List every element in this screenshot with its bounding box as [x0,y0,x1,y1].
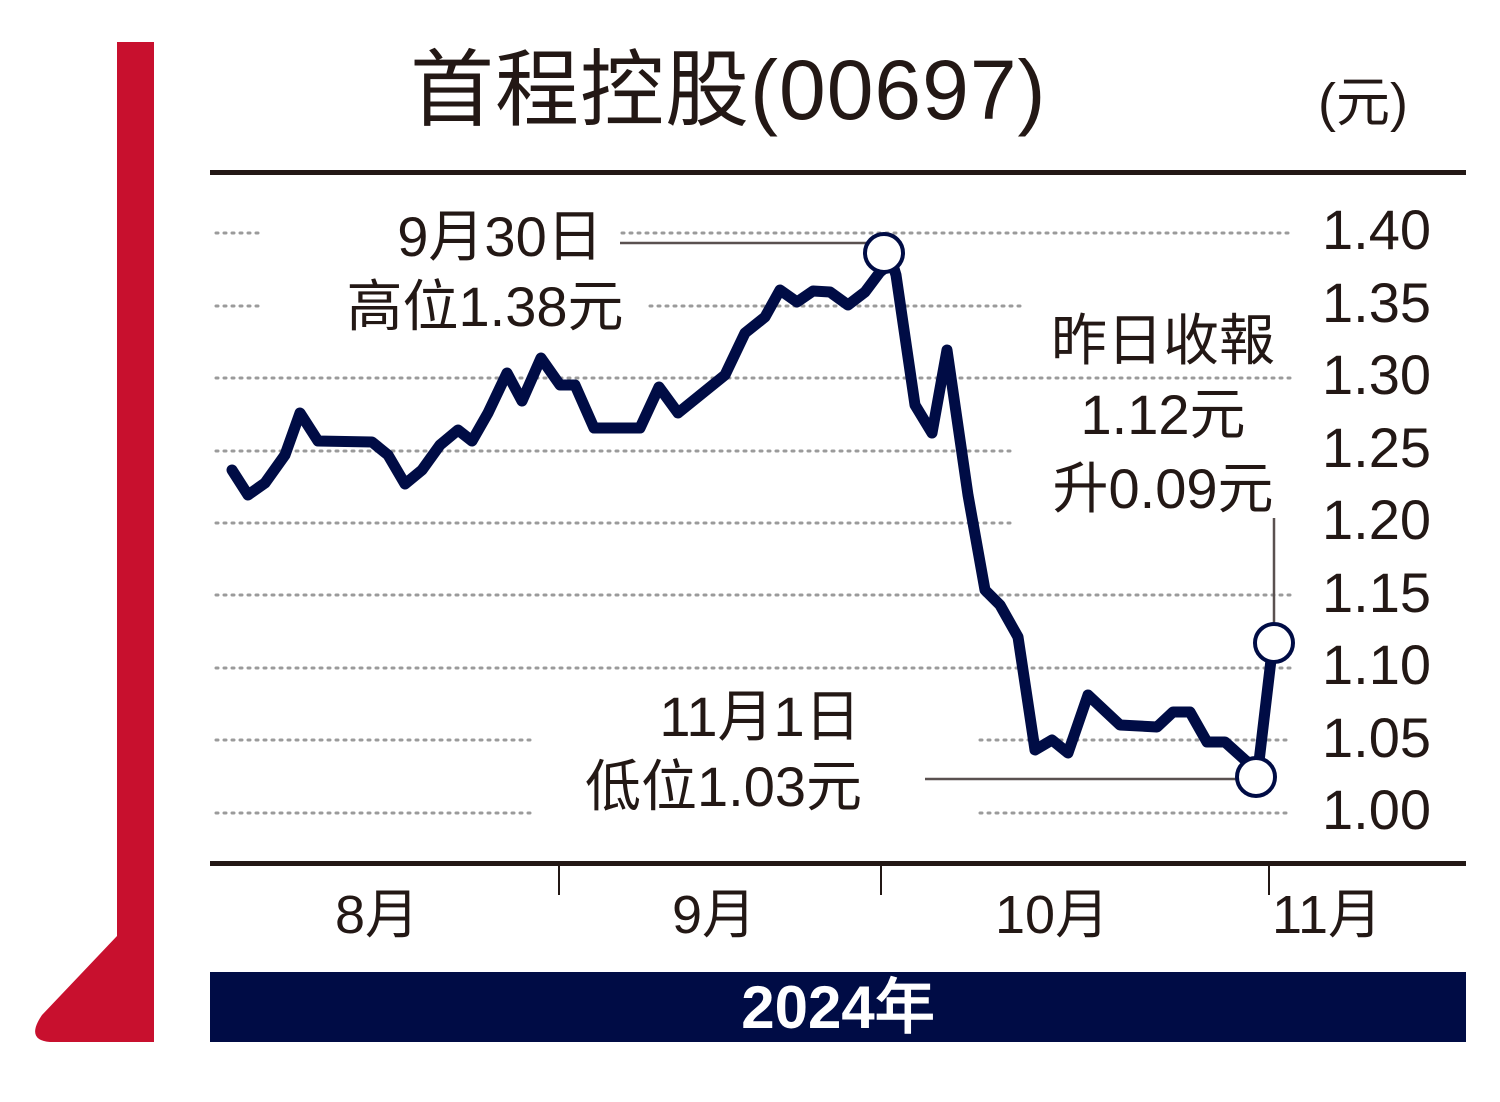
y-tick-label: 1.05 [1322,706,1431,769]
close-label: 昨日收報 [1051,309,1275,372]
x-tick-aug: 8月 [335,885,420,945]
close-change: 升0.09元 [1052,457,1274,520]
y-tick-label: 1.00 [1322,778,1431,841]
x-tick-nov: 11月 [1272,885,1383,945]
x-tick-oct: 10月 [995,885,1110,945]
y-tick-label: 1.40 [1322,198,1431,261]
close-marker [1253,622,1295,664]
leader-lines [620,241,1276,781]
high-value: 高位1.38元 [346,275,624,338]
high-annotation: 9月30日 高位1.38元 [320,202,650,342]
y-tick-label: 1.25 [1322,416,1431,479]
year-banner: 2024年 [210,972,1466,1042]
title-underline [210,170,1466,175]
chart-title: 首程控股(00697) [410,43,1047,137]
month-ticks [558,866,1270,895]
low-marker [1235,756,1277,798]
y-tick-label: 1.15 [1322,561,1431,624]
high-date: 9月30日 [397,205,603,268]
close-price: 1.12元 [1080,383,1246,446]
y-tick-label: 1.35 [1322,271,1431,334]
x-axis-line [210,861,1466,866]
gridlines [214,231,1292,815]
price-line [226,256,1279,776]
red-accent-bar [35,42,154,1042]
close-annotation: 昨日收報 1.12元 升0.09元 [1028,304,1298,526]
high-marker [863,232,905,274]
y-tick-label: 1.10 [1322,633,1431,696]
x-tick-sep: 9月 [672,885,757,945]
y-tick-label: 1.30 [1322,343,1431,406]
low-annotation: 11月1日 低位1.03元 [585,682,925,822]
y-tick-label: 1.20 [1322,488,1431,551]
low-value: 低位1.03元 [585,755,862,818]
low-date: 11月1日 [659,685,861,748]
unit-label: (元) [1318,73,1408,133]
